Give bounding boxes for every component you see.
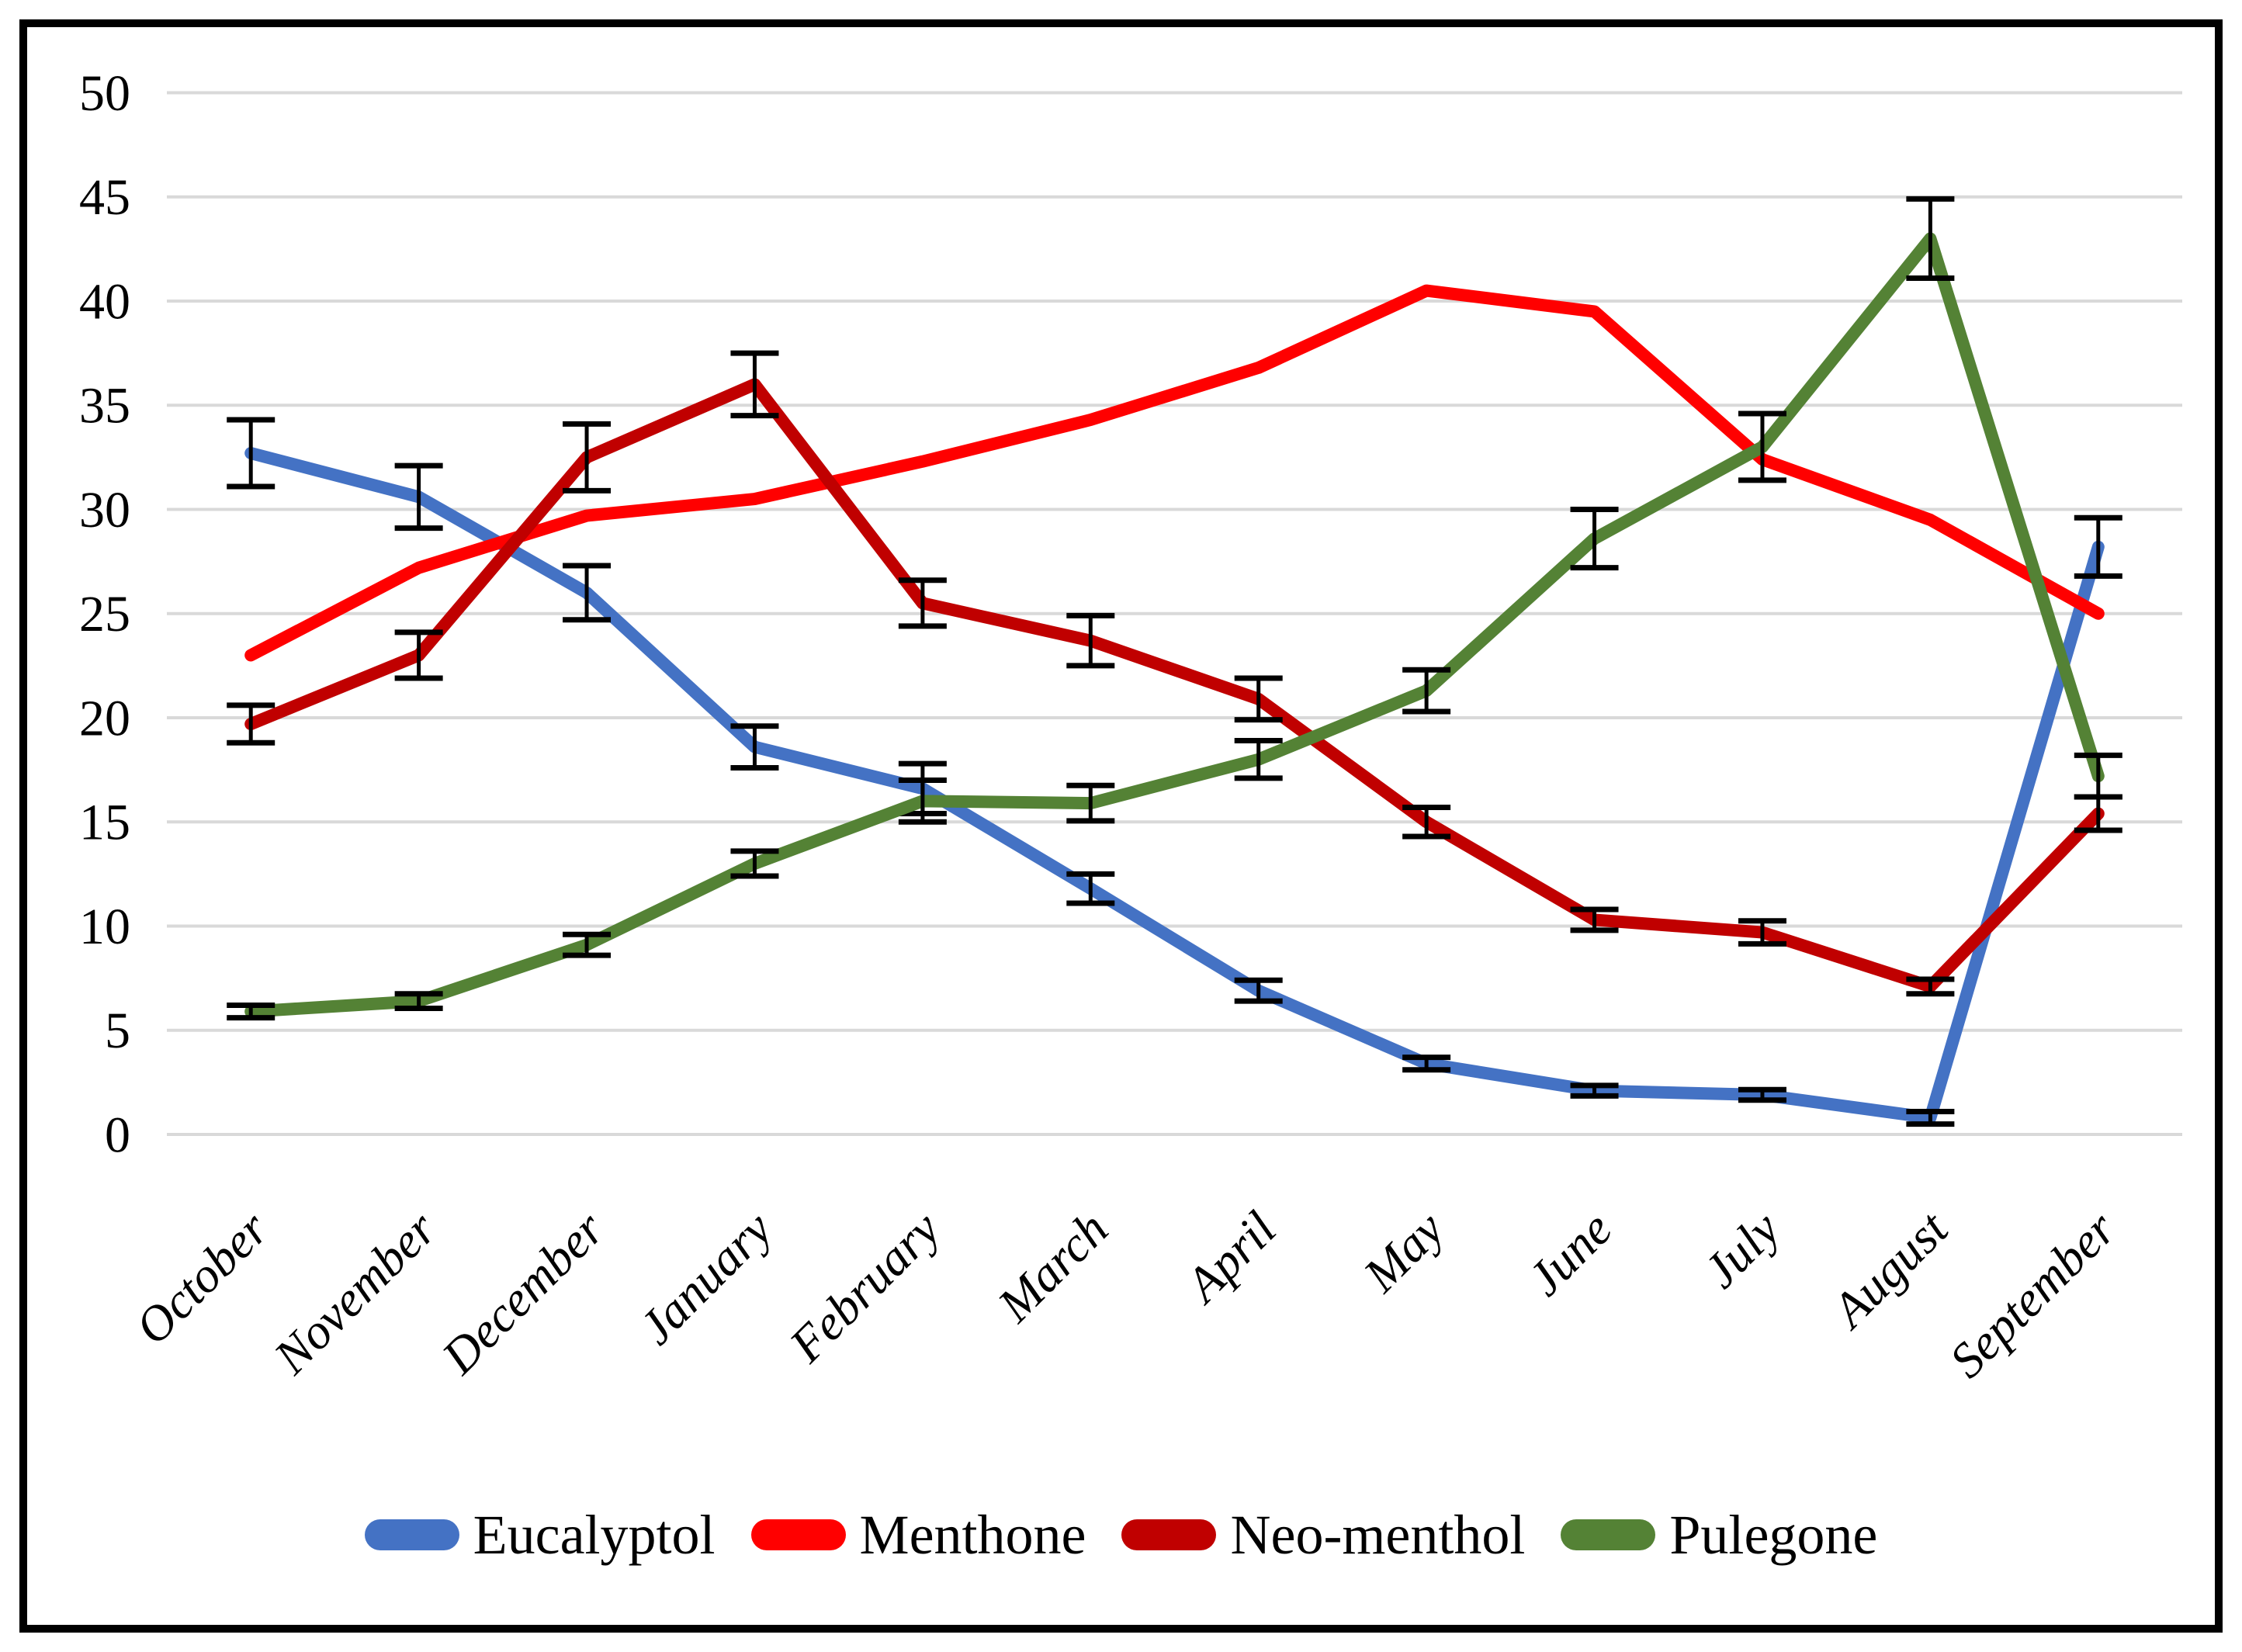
y-tick-label-15: 15 bbox=[79, 795, 130, 851]
y-axis-tick-labels: 0 5 10 15 20 25 30 35 40 45 50 bbox=[79, 65, 130, 1163]
legend-item-eucalyptol: Eucalyptol bbox=[364, 1504, 716, 1566]
x-label-august: August bbox=[1820, 1200, 1960, 1339]
y-tick-label-25: 25 bbox=[79, 586, 130, 642]
x-label-march: March bbox=[986, 1201, 1118, 1333]
x-label-january: January bbox=[629, 1200, 783, 1355]
series-neo-menthol bbox=[244, 378, 2105, 993]
chart-border-frame bbox=[19, 19, 2223, 1633]
series-line-pulegone bbox=[244, 232, 2105, 1018]
legend-item-menthone: Menthone bbox=[750, 1504, 1086, 1566]
x-label-may: May bbox=[1353, 1200, 1455, 1303]
x-label-september: September bbox=[1939, 1200, 2126, 1388]
series-eucalyptol bbox=[244, 447, 2105, 1124]
y-tick-label-0: 0 bbox=[105, 1107, 130, 1163]
legend-label-menthone: Menthone bbox=[859, 1504, 1086, 1566]
legend-label-pulegone: Pulegone bbox=[1669, 1504, 1878, 1566]
legend-item-neo-menthol: Neo-menthol bbox=[1121, 1507, 1525, 1563]
y-tick-label-5: 5 bbox=[105, 1003, 130, 1059]
y-tick-label-35: 35 bbox=[79, 378, 130, 435]
legend-label-neo-menthol: Neo-menthol bbox=[1230, 1504, 1526, 1566]
y-tick-label-20: 20 bbox=[79, 690, 130, 746]
error-bars-eucalyptol bbox=[227, 417, 2122, 1127]
x-label-april: April bbox=[1173, 1201, 1287, 1314]
y-tick-label-10: 10 bbox=[79, 899, 130, 955]
error-bars-neo-menthol bbox=[227, 350, 2122, 997]
series-line-neo-menthol bbox=[244, 378, 2105, 993]
error-bars-pulegone bbox=[227, 196, 2122, 1021]
x-label-october: October bbox=[125, 1200, 279, 1355]
series-line-eucalyptol bbox=[244, 447, 2105, 1124]
legend-swatch-menthone bbox=[750, 1519, 846, 1550]
x-label-june: June bbox=[1517, 1201, 1623, 1307]
legend-item-pulegone: Pulegone bbox=[1561, 1507, 1877, 1563]
gridlines bbox=[167, 91, 2182, 1136]
y-tick-label-45: 45 bbox=[79, 169, 130, 226]
legend-swatch-neo-menthol bbox=[1121, 1519, 1217, 1550]
x-label-july: July bbox=[1693, 1200, 1790, 1298]
y-tick-label-50: 50 bbox=[79, 65, 130, 122]
x-label-february: February bbox=[778, 1200, 951, 1373]
legend-swatch-eucalyptol bbox=[364, 1519, 459, 1550]
legend-swatch-pulegone bbox=[1561, 1519, 1656, 1550]
y-tick-label-40: 40 bbox=[79, 273, 130, 330]
y-tick-label-30: 30 bbox=[79, 482, 130, 539]
x-label-december: December bbox=[431, 1200, 615, 1385]
series-pulegone bbox=[244, 232, 2105, 1018]
x-label-november: November bbox=[263, 1200, 448, 1385]
chart-legend: Eucalyptol Menthone Neo-menthol Pulegone bbox=[0, 1507, 2242, 1563]
series-line-menthone bbox=[244, 284, 2105, 662]
legend-label-eucalyptol: Eucalyptol bbox=[473, 1504, 716, 1566]
series-menthone bbox=[244, 284, 2105, 662]
